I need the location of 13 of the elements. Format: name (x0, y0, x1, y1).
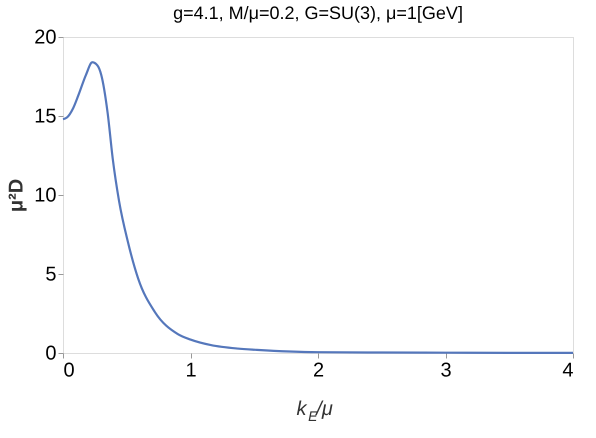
x-tick-label: 3 (440, 360, 452, 382)
x-tick-label: 2 (312, 360, 324, 382)
x-tick-label: 4 (562, 360, 574, 382)
y-tick-label: 5 (45, 264, 56, 286)
line-series (62, 61, 574, 354)
y-axis-title: μ²D (5, 178, 28, 212)
y-tick-label: 0 (45, 342, 56, 364)
x-tick-label: 0 (64, 360, 75, 382)
x-tick-label: 1 (185, 360, 197, 382)
y-tick-label: 20 (34, 26, 56, 48)
y-tick-label: 15 (34, 106, 56, 128)
chart-title: g=4.1, M/μ=0.2, G=SU(3), μ=1[GeV] (173, 3, 463, 23)
y-tick-label: 10 (34, 184, 56, 206)
